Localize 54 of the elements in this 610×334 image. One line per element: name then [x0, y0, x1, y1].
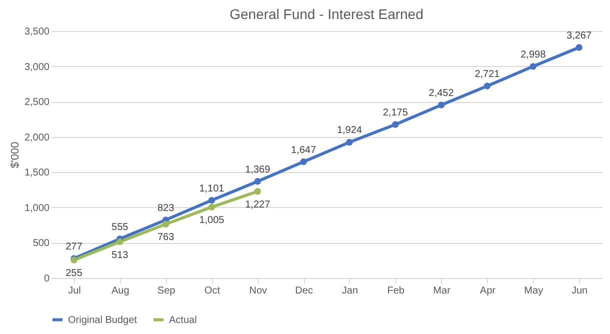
point: [162, 220, 170, 228]
data-label: 823: [157, 202, 175, 214]
y-tick-label: 1,500: [24, 168, 50, 179]
point: [254, 178, 261, 185]
x-tick-label: Mar: [433, 286, 452, 296]
point: [208, 196, 216, 204]
data-label: 763: [157, 232, 175, 244]
x-tick-label: Sep: [157, 286, 176, 296]
x-tick-label: Feb: [387, 286, 405, 296]
data-label: 1,369: [245, 164, 271, 176]
point: [392, 121, 399, 128]
x-tick-label: Dec: [295, 286, 313, 296]
y-axis-title: $'000: [9, 142, 22, 168]
legend-label: Actual: [169, 314, 197, 326]
data-label: 1,101: [199, 183, 225, 194]
data-label: 2,452: [428, 88, 454, 99]
x-tick-label: Jun: [571, 286, 588, 296]
point: [300, 158, 307, 166]
y-tick-label: 0: [44, 274, 50, 284]
data-label: 3,267: [566, 30, 592, 42]
data-label: 513: [112, 250, 129, 261]
data-label: 1,227: [245, 199, 271, 210]
point: [530, 63, 536, 70]
point: [254, 188, 261, 195]
y-tick-label: 2,500: [24, 97, 50, 108]
x-tick-label: Aug: [111, 286, 130, 296]
data-label: 1,647: [291, 144, 316, 156]
data-label: 277: [66, 241, 83, 252]
x-tick-label: Apr: [480, 286, 496, 296]
data-label: 2,998: [520, 49, 546, 60]
point: [438, 102, 445, 108]
y-tick-label: 3,500: [24, 26, 50, 38]
data-label: 555: [112, 222, 129, 233]
y-tick-label: 3,000: [24, 62, 50, 73]
point: [576, 44, 582, 51]
legend-label: Original Budget: [68, 314, 138, 326]
point: [116, 238, 124, 246]
x-tick-label: May: [524, 286, 544, 296]
data-label: 255: [66, 268, 83, 280]
point: [346, 138, 353, 146]
x-tick-label: Oct: [204, 286, 220, 296]
x-tick-label: Jan: [342, 286, 358, 296]
data-label: 1,005: [199, 215, 225, 226]
y-tick-label: 1,000: [24, 202, 50, 214]
chart-title: General Fund - Interest Earned: [230, 6, 424, 22]
data-label: 2,721: [474, 68, 500, 80]
point: [484, 82, 491, 90]
y-tick-label: 2,000: [24, 132, 50, 144]
x-tick-label: Nov: [249, 286, 268, 296]
data-label: 1,924: [336, 125, 362, 136]
data-label: 2,175: [382, 108, 408, 119]
x-tick-label: Jul: [68, 286, 81, 296]
y-tick-label: 500: [32, 238, 50, 250]
point: [208, 204, 216, 210]
